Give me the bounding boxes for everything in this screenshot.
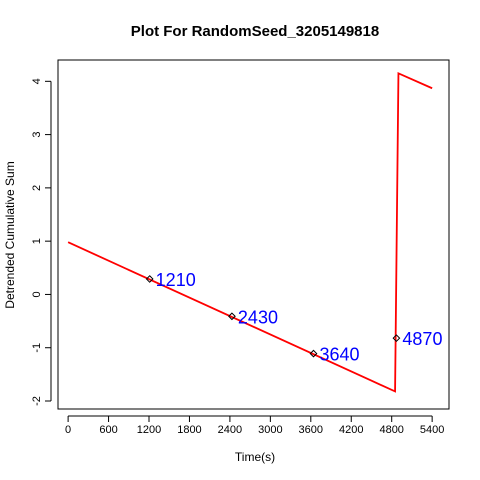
x-tick-label: 600 (99, 424, 117, 436)
y-axis: -2 -1 0 1 2 3 4 (31, 78, 52, 406)
chart-title: Plot For RandomSeed_3205149818 (131, 23, 379, 40)
y-tick-label: -1 (31, 343, 43, 353)
x-tick-label: 1200 (137, 424, 161, 436)
data-point-marker (392, 334, 401, 343)
data-point-marker (145, 275, 154, 283)
y-tick-label: 1 (31, 238, 43, 244)
x-tick-label: 5400 (420, 424, 444, 436)
y-tick-label: 0 (31, 291, 43, 297)
x-tick-label: 2400 (218, 424, 242, 436)
x-tick-label: 4800 (379, 424, 403, 436)
data-point-marker (309, 349, 318, 358)
data-point-label: 4870 (402, 329, 442, 349)
marker-layer: 1210 2430 3640 4870 (145, 270, 442, 365)
data-point-marker (228, 312, 236, 321)
y-tick-label: -2 (31, 396, 43, 406)
x-axis-label: Time(s) (235, 450, 275, 464)
x-tick-label: 3000 (258, 424, 282, 436)
plot-frame (57, 59, 450, 410)
x-axis: 0 600 1200 1800 2400 3000 3600 4200 4800 5400 (65, 415, 444, 436)
y-tick-label: 4 (31, 78, 43, 84)
data-point-label: 1210 (156, 270, 196, 290)
y-tick-label: 3 (31, 132, 43, 138)
x-tick-label: 0 (65, 424, 71, 436)
x-tick-label: 4200 (339, 424, 363, 436)
x-tick-label: 1800 (177, 424, 201, 436)
y-tick-label: 2 (31, 185, 43, 191)
data-point-label: 3640 (319, 345, 359, 365)
series-layer (67, 71, 433, 393)
data-point-label: 2430 (238, 307, 278, 327)
y-axis-label: Detrended Cumulative Sum (3, 161, 17, 308)
series-line (67, 71, 433, 393)
x-tick-label: 3600 (299, 424, 323, 436)
